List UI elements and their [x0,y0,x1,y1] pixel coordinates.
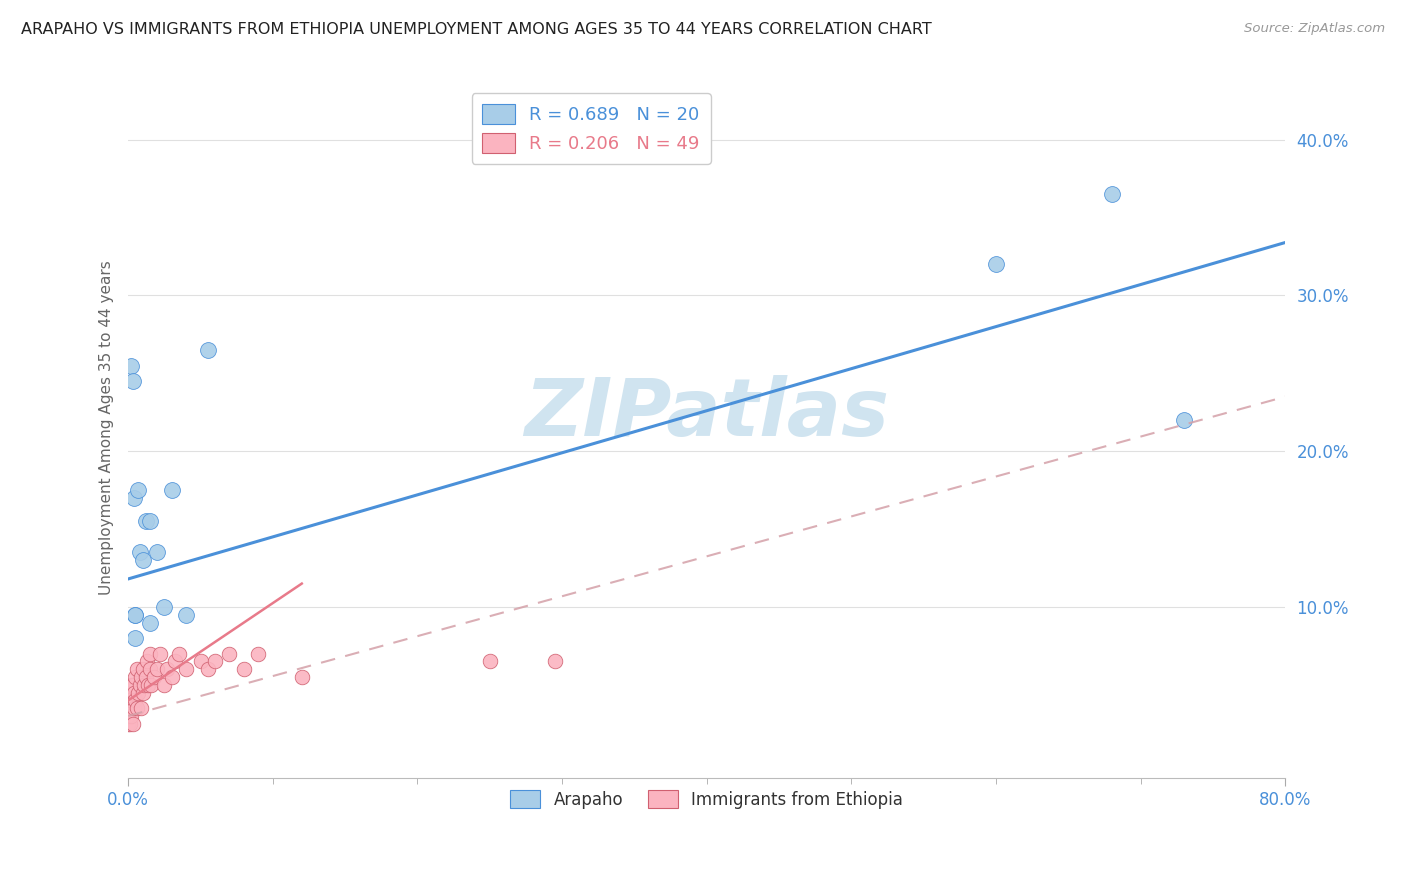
Point [124,607,146,622]
Text: Source: ZipAtlas.com: Source: ZipAtlas.com [1244,22,1385,36]
Point [174,607,197,622]
Point [163,655,186,669]
Point [167,647,190,661]
Point [124,631,146,645]
Text: ZIPatlas: ZIPatlas [524,375,889,453]
Point [204,655,226,669]
Y-axis label: Unemployment Among Ages 35 to 44 years: Unemployment Among Ages 35 to 44 years [100,260,114,595]
Point [117,716,139,731]
Point [153,599,176,614]
Point [141,678,163,692]
Point [478,655,501,669]
Point [135,670,157,684]
Point [139,647,162,661]
Point [124,693,146,707]
Point [139,615,162,630]
Point [128,545,150,559]
Point [138,678,160,692]
Legend: Arapaho, Immigrants from Ethiopia: Arapaho, Immigrants from Ethiopia [503,783,910,815]
Point [121,678,143,692]
Point [146,545,169,559]
Point [122,701,145,715]
Point [139,514,162,528]
Point [139,662,162,676]
Point [129,670,152,684]
Point [160,670,183,684]
Point [127,483,149,497]
Point [197,343,219,357]
Point [118,716,141,731]
Point [132,662,155,676]
Text: ARAPAHO VS IMMIGRANTS FROM ETHIOPIA UNEMPLOYMENT AMONG AGES 35 TO 44 YEARS CORRE: ARAPAHO VS IMMIGRANTS FROM ETHIOPIA UNEM… [21,22,932,37]
Point [197,662,219,676]
Point [125,701,148,715]
Point [160,483,183,497]
Point [120,678,142,692]
Point [132,685,155,699]
Point [120,693,142,707]
Point [124,607,146,622]
Point [132,553,155,567]
Point [120,709,142,723]
Point [129,701,152,715]
Point [121,716,143,731]
Point [122,685,145,699]
Point [117,685,139,699]
Point [117,701,139,715]
Point [218,647,240,661]
Point [128,678,150,692]
Point [118,693,141,707]
Point [117,693,139,707]
Point [121,374,143,388]
Point [984,257,1007,271]
Point [127,685,149,699]
Point [156,662,179,676]
Point [120,359,142,373]
Point [1101,187,1123,202]
Point [544,655,567,669]
Point [233,662,256,676]
Point [124,670,146,684]
Point [136,655,159,669]
Point [135,514,157,528]
Point [247,647,270,661]
Point [143,670,166,684]
Point [146,662,169,676]
Point [190,655,212,669]
Point [291,670,314,684]
Point [134,678,156,692]
Point [1173,413,1195,427]
Point [174,662,197,676]
Point [153,678,176,692]
Point [149,647,172,661]
Point [117,709,139,723]
Point [125,662,148,676]
Point [122,491,145,505]
